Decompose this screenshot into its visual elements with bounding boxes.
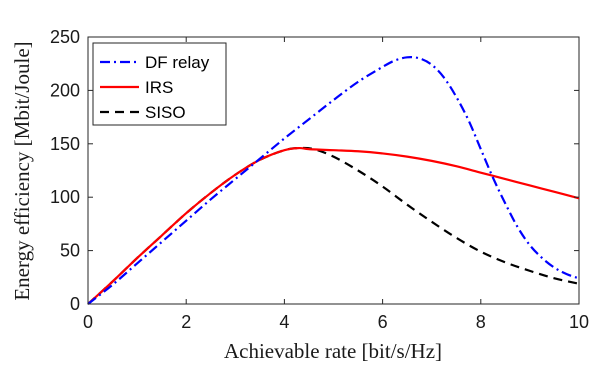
y-axis-label: Energy efficiency [Mbit/Joule] <box>10 41 34 300</box>
y-tick-label: 0 <box>70 294 80 314</box>
legend: DF relay IRS SISO <box>92 42 227 126</box>
x-tick-label: 6 <box>378 312 388 332</box>
y-tick-label: 150 <box>50 134 80 154</box>
legend-label-df-relay: DF relay <box>145 53 210 72</box>
x-tick-label: 10 <box>569 312 589 332</box>
series-layer <box>87 56 580 305</box>
y-tick-label: 250 <box>50 27 80 47</box>
x-tick-label: 4 <box>279 312 289 332</box>
x-axis-label: Achievable rate [bit/s/Hz] <box>224 339 442 363</box>
legend-label-irs: IRS <box>145 78 173 97</box>
series-line-irs <box>87 146 580 305</box>
series-line-siso <box>87 146 580 305</box>
y-tick-label: 100 <box>50 187 80 207</box>
x-tick-label: 8 <box>476 312 486 332</box>
legend-items: DF relay IRS SISO <box>100 53 210 122</box>
x-tick-label: 2 <box>181 312 191 332</box>
series-line-df-relay <box>87 56 580 305</box>
y-tick-label: 200 <box>50 80 80 100</box>
legend-label-siso: SISO <box>145 103 186 122</box>
y-tick-label: 50 <box>60 241 80 261</box>
x-tick-label: 0 <box>83 312 93 332</box>
